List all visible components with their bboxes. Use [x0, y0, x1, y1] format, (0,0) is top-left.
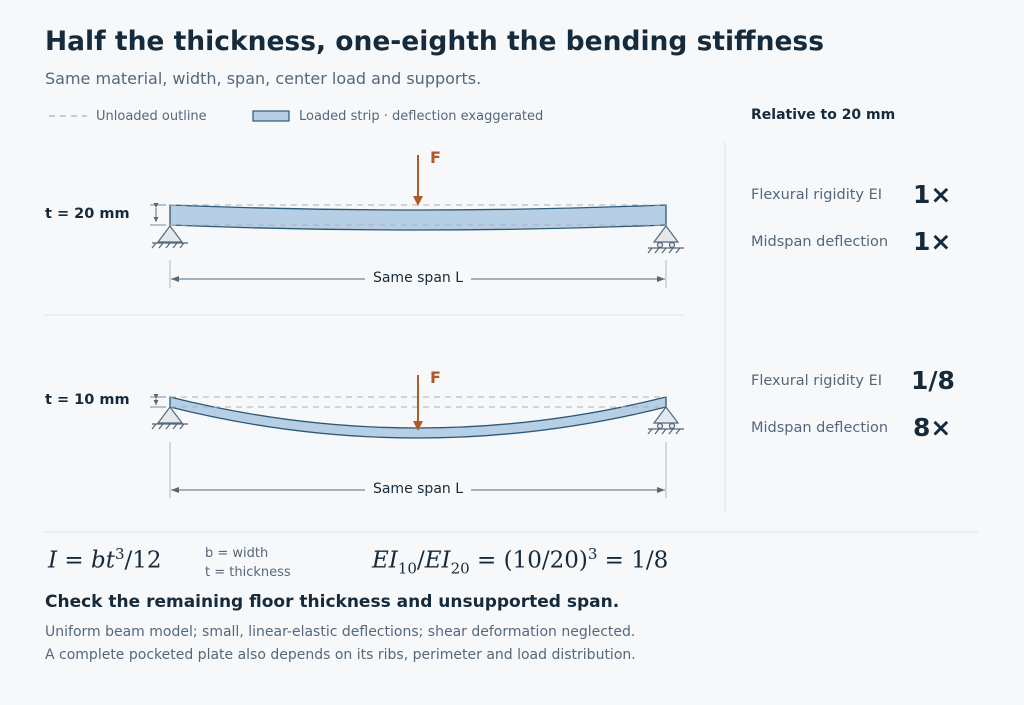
beam-20mm-deflection-value: 1× [913, 227, 952, 256]
stiffness-ratio-formula: EI10/EI20 = (10/20)3 = 1/8 [372, 545, 669, 578]
beam-10mm-pin-support [151, 406, 188, 430]
beam-10mm-deflection-value: 8× [913, 413, 952, 442]
beam-20mm-rigidity-value: 1× [913, 180, 952, 209]
beam-10mm [150, 375, 684, 498]
beam-20mm-load-label: F [430, 148, 441, 167]
moment-of-inertia-formula: I = bt3/12 [48, 545, 162, 574]
beam-20mm-rigidity-label: Flexural rigidity EI [751, 187, 883, 203]
beam-20mm-deflection-label: Midspan deflection [751, 234, 889, 250]
beam-20mm-thickness-label: t = 20 mm [45, 206, 130, 222]
note-line-1: Uniform beam model; small, linear-elasti… [45, 624, 636, 640]
beam-10mm-rigidity-label: Flexural rigidity EI [751, 373, 883, 389]
thickness-definition: t = thickness [205, 565, 291, 580]
comparison-heading: Relative to 20 mm [751, 107, 896, 123]
beam-20mm-strip [169, 204, 667, 231]
beam-10mm-roller-support [647, 406, 684, 435]
legend-strip-swatch [252, 110, 290, 122]
note-line-2: A complete pocketed plate also depends o… [45, 647, 636, 663]
beam-10mm-span-label: Same span L [372, 481, 464, 497]
beam-10mm-load-label: F [430, 368, 441, 387]
beam-10mm-thickness-label: t = 10 mm [45, 392, 130, 408]
variable-definitions: b = width t = thickness [205, 544, 291, 582]
beam-20mm-pin-support [151, 225, 188, 249]
page-subtitle: Same material, width, span, center load … [45, 69, 482, 88]
legend-unloaded-label: Unloaded outline [96, 109, 207, 124]
beam-20mm-roller-support [647, 225, 684, 254]
beam-20mm-span-label: Same span L [372, 270, 464, 286]
callout-text: Check the remaining floor thickness and … [45, 592, 620, 612]
page-title: Half the thickness, one-eighth the bendi… [45, 26, 824, 57]
width-definition: b = width [205, 546, 269, 561]
beam-20mm [150, 155, 684, 288]
beam-10mm-rigidity-value: 1/8 [911, 366, 955, 395]
legend-loaded-label: Loaded strip · deflection exaggerated [299, 109, 544, 124]
beam-10mm-deflection-label: Midspan deflection [751, 420, 889, 436]
